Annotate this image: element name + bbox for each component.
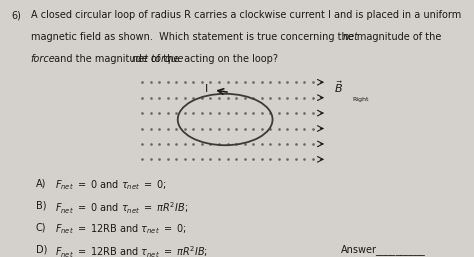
Text: net torque: net torque (132, 54, 183, 64)
Text: C): C) (36, 222, 46, 232)
Text: Answer__________: Answer__________ (341, 244, 426, 255)
Text: $F_{net}$ $=$ 12RB and $\tau_{net}$ $=$ 0;: $F_{net}$ $=$ 12RB and $\tau_{net}$ $=$ … (55, 222, 186, 236)
Text: Right: Right (352, 97, 369, 102)
Text: A): A) (36, 179, 46, 189)
Text: $F_{net}$ $=$ 0 and $\tau_{net}$ $=$ $\pi R^2 IB$;: $F_{net}$ $=$ 0 and $\tau_{net}$ $=$ $\p… (55, 200, 188, 216)
Text: net: net (342, 32, 358, 42)
Text: force: force (31, 54, 55, 64)
Text: and the magnitude of the: and the magnitude of the (51, 54, 182, 64)
Text: magnetic field as shown.  Which statement is true concerning the magnitude of th: magnetic field as shown. Which statement… (31, 32, 444, 42)
Text: A closed circular loop of radius R carries a clockwise current I and is placed i: A closed circular loop of radius R carri… (31, 10, 461, 20)
Text: $\vec{B}$: $\vec{B}$ (334, 79, 343, 95)
Text: $F_{net}$ $=$ 12RB and $\tau_{net}$ $=$ $\pi R^2 IB$;: $F_{net}$ $=$ 12RB and $\tau_{net}$ $=$ … (55, 244, 208, 257)
Text: B): B) (36, 200, 46, 210)
Text: D): D) (36, 244, 47, 254)
Text: $F_{net}$ $=$ 0 and $\tau_{net}$ $=$ 0;: $F_{net}$ $=$ 0 and $\tau_{net}$ $=$ 0; (55, 179, 166, 192)
Text: 6): 6) (12, 10, 22, 20)
Text: I: I (205, 84, 209, 94)
Text: acting on the loop?: acting on the loop? (181, 54, 278, 64)
